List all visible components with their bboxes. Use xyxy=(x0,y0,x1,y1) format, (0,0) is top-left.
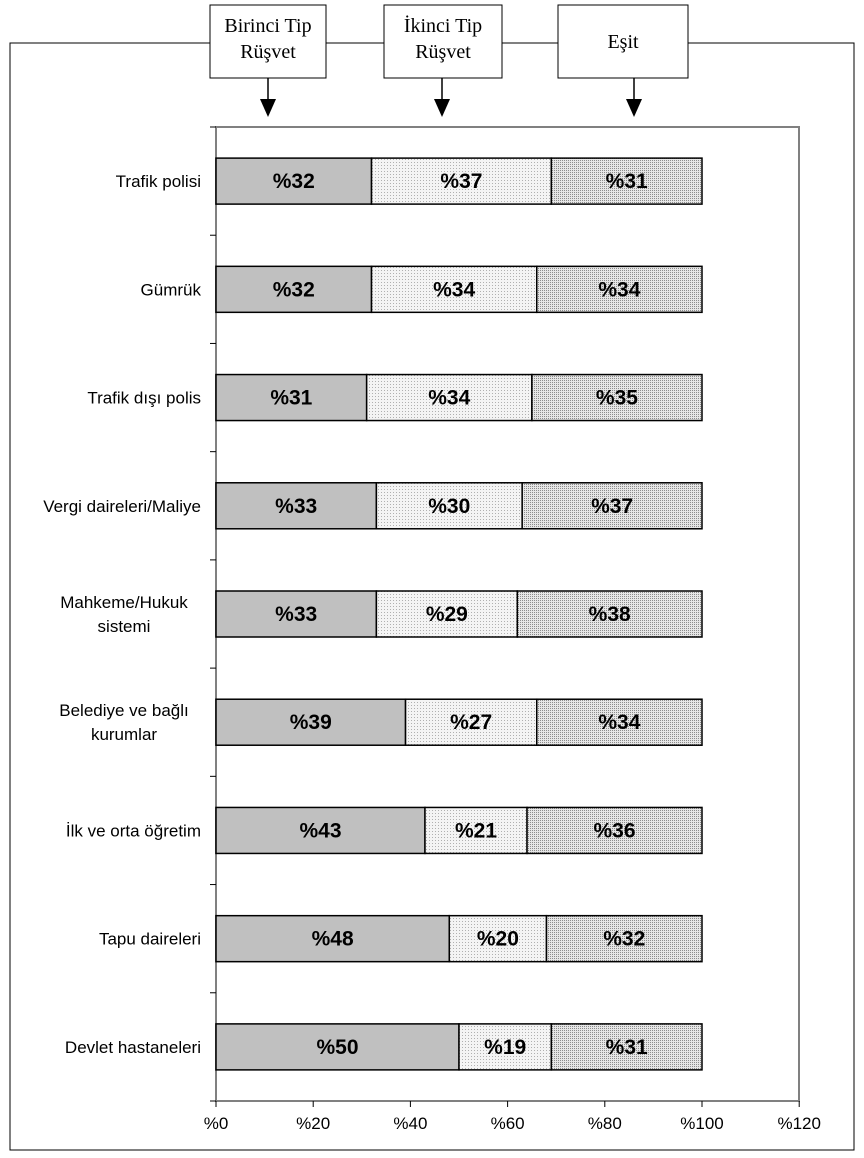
value-label: %34 xyxy=(598,278,640,301)
outer-frame xyxy=(9,42,855,1151)
bar-segment xyxy=(536,698,703,746)
value-label: %32 xyxy=(603,928,645,951)
bar-segment xyxy=(370,157,553,205)
value-label: %38 xyxy=(589,603,631,626)
legend-label: Rüşvet xyxy=(415,41,471,63)
legend-label: İkinci Tip xyxy=(404,14,482,37)
value-label: %20 xyxy=(477,928,519,951)
category-label: Mahkeme/Hukuk xyxy=(60,593,188,612)
x-tick-label: %100 xyxy=(680,1114,723,1133)
legend-box xyxy=(383,4,503,79)
legend-arrow-head xyxy=(260,99,276,117)
value-label: %34 xyxy=(598,711,640,734)
value-label: %19 xyxy=(484,1036,526,1059)
legend-label: Birinci Tip xyxy=(224,15,311,37)
category-label: Gümrük xyxy=(141,280,202,299)
bar-segment xyxy=(215,265,373,314)
value-label: %37 xyxy=(440,170,482,193)
bar-segment xyxy=(526,806,703,855)
value-label: %30 xyxy=(428,495,470,518)
x-axis: %0 %20 %40 %60 %80 %100 %120 xyxy=(204,1101,821,1133)
legend-label: Rüşvet xyxy=(240,41,296,63)
value-label: %31 xyxy=(606,170,648,193)
bar-segment xyxy=(215,373,368,422)
bar-segment xyxy=(215,914,451,963)
category-label: İlk ve orta öğretim xyxy=(66,821,201,840)
bar-segment xyxy=(545,914,703,963)
value-label: %34 xyxy=(428,387,470,410)
legend-arrow-head xyxy=(434,99,450,117)
value-label: %32 xyxy=(273,278,315,301)
value-label: %35 xyxy=(596,387,638,410)
value-label: %33 xyxy=(275,495,317,518)
x-tick-label: %0 xyxy=(204,1114,229,1133)
value-label: %50 xyxy=(316,1036,358,1059)
category-label: Trafik dışı polis xyxy=(87,389,201,408)
value-label: %48 xyxy=(312,928,354,951)
value-label: %31 xyxy=(606,1036,648,1059)
bar-segment xyxy=(521,482,703,530)
bar-segment xyxy=(215,157,373,205)
legend-box xyxy=(209,4,327,79)
bar-segment xyxy=(215,482,378,530)
value-label: %37 xyxy=(591,495,633,518)
x-tick-label: %20 xyxy=(296,1114,330,1133)
value-label: %21 xyxy=(455,819,497,842)
bar-segment xyxy=(531,373,703,422)
category-label: Trafik polisi xyxy=(116,172,201,191)
value-label: %27 xyxy=(450,711,492,734)
y-axis: Trafik polisi Gümrük Trafik dışı polis Verg… xyxy=(43,126,216,1102)
x-tick-label: %60 xyxy=(491,1114,525,1133)
legend-arrow-head xyxy=(626,99,642,117)
value-label: %33 xyxy=(275,603,317,626)
bars: %32 %37 %31 %32 %34 %34 %31 %34 %35 %33 %30 %37 %33%… xyxy=(215,157,703,1071)
value-label: %36 xyxy=(594,819,636,842)
bar-segment xyxy=(550,157,703,205)
bar-segment xyxy=(424,806,528,855)
bar-segment xyxy=(215,806,426,855)
legend: Birinci Tip Rüşvet İkinci Tip Rüşvet Eşit xyxy=(209,4,689,117)
bar-segment xyxy=(375,590,519,638)
bar-segment xyxy=(215,1023,460,1071)
category-label: Tapu daireleri xyxy=(99,930,201,949)
value-label: %32 xyxy=(273,170,315,193)
value-label: %29 xyxy=(426,603,468,626)
category-label: Vergi daireleri/Maliye xyxy=(43,497,201,516)
value-label: %34 xyxy=(433,278,475,301)
category-label: Belediye ve bağlı xyxy=(59,701,188,720)
bar-segment xyxy=(215,590,378,638)
category-label: kurumlar xyxy=(91,725,157,744)
category-label: Devlet hastaneleri xyxy=(65,1038,201,1057)
bar-segment xyxy=(370,265,538,314)
x-tick-label: %80 xyxy=(588,1114,622,1133)
value-label: %39 xyxy=(290,711,332,734)
category-label: sistemi xyxy=(98,617,151,636)
bar-segment xyxy=(365,373,533,422)
legend-label: Eşit xyxy=(607,31,639,53)
bar-segment xyxy=(550,1023,703,1071)
bar-segment xyxy=(458,1023,553,1071)
bar-segment xyxy=(448,914,548,963)
legend-box xyxy=(557,4,689,79)
value-label: %31 xyxy=(270,387,312,410)
bar-segment xyxy=(404,698,538,746)
value-label: %43 xyxy=(299,819,341,842)
x-tick-label: %40 xyxy=(393,1114,427,1133)
bar-segment xyxy=(516,590,703,638)
bar-segment xyxy=(536,265,703,314)
x-tick-label: %120 xyxy=(777,1114,820,1133)
